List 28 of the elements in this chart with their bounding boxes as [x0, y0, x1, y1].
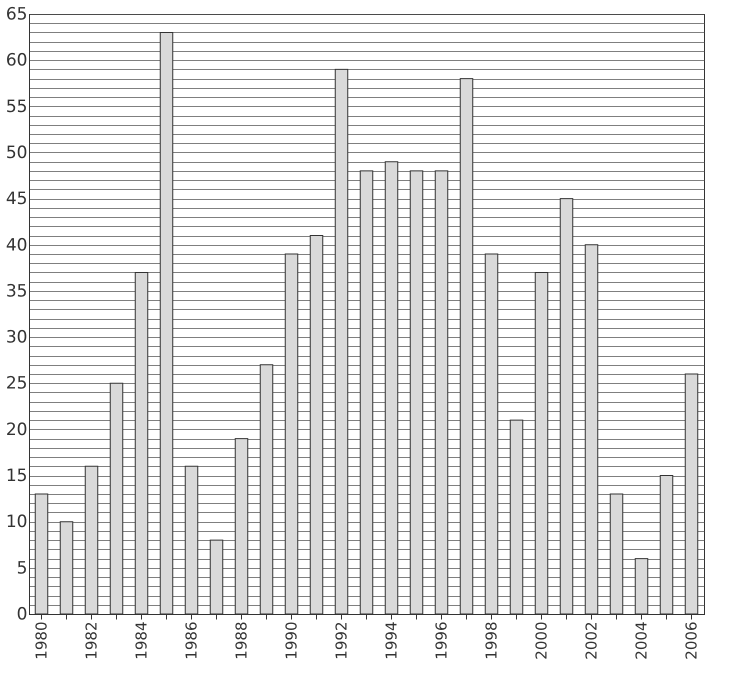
y-tick-label: 65	[6, 4, 28, 24]
x-tick-label: 1984	[132, 622, 150, 660]
y-tick-label: 60	[6, 50, 28, 71]
y-tick-label: 30	[6, 328, 28, 348]
x-tick-label: 1994	[382, 622, 400, 660]
y-tick-label: 5	[16, 558, 28, 578]
y-tick-label: 35	[6, 281, 28, 302]
x-tick-label: 2002	[582, 622, 600, 660]
x-tick-label: 1996	[432, 622, 450, 660]
y-tick-label: 0	[16, 604, 28, 624]
x-tick-label: 2004	[632, 622, 650, 660]
x-tick-label: 1998	[482, 622, 500, 660]
x-tick-label: 1982	[82, 622, 100, 660]
x-tick-label: 1990	[282, 622, 300, 660]
y-tick-label: 20	[6, 420, 28, 440]
y-tick-label: 40	[6, 235, 28, 256]
x-tick-label: 1980	[32, 622, 50, 660]
x-tick-label: 1992	[332, 622, 350, 660]
y-tick-label: 45	[6, 189, 28, 210]
y-tick-label: 25	[6, 374, 28, 394]
x-tick-label: 2000	[532, 622, 550, 660]
x-tick-label: 2006	[682, 622, 700, 660]
y-tick-label: 15	[6, 466, 28, 486]
x-tick-label: 1988	[232, 622, 250, 660]
y-tick-label: 50	[6, 142, 28, 163]
y-tick-label: 10	[6, 512, 28, 532]
x-tick-label: 1986	[182, 622, 200, 660]
y-tick-label: 55	[6, 96, 28, 117]
